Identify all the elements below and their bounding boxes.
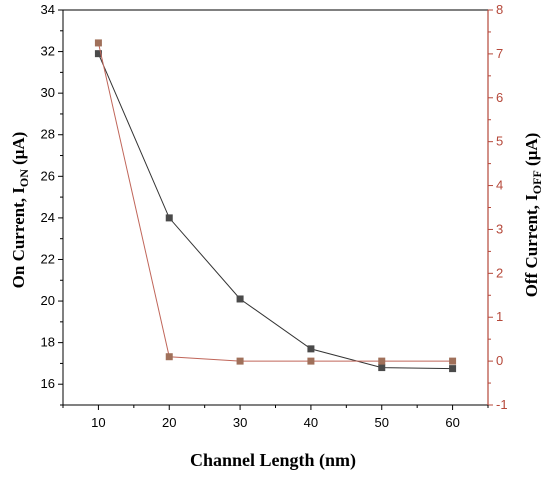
on-current-line [97,53,453,370]
x-tick-label: 20 [162,415,176,430]
x-tick-label: 40 [304,415,318,430]
right-y-tick-label: 6 [496,90,503,105]
left-y-tick-label: 20 [41,293,55,308]
left-y-tick-label: 34 [41,2,55,17]
x-tick-label: 60 [445,415,459,430]
left-y-axis-title-main: On Current, I [9,187,28,289]
off-current-point [236,357,244,365]
off-current-point [378,357,386,365]
left-y-axis-title-sub: ON [17,169,31,187]
left-y-tick-label: 22 [41,251,55,266]
right-y-axis-title-sub: OFF [530,170,544,194]
right-y-axis-title: Off Current, IOFF (μA) [522,133,544,298]
plot-frame [62,9,489,406]
right-y-tick-label: 5 [496,134,503,149]
left-y-tick-label: 32 [41,44,55,59]
right-y-tick-label: 0 [496,353,503,368]
right-y-axis-title-unit: (μA) [522,133,541,171]
off-current-point [94,39,102,47]
right-y-tick-label: 1 [496,309,503,324]
on-current-point [307,345,315,353]
off-current-point [449,357,457,365]
off-current-line [97,42,453,362]
x-tick-label: 50 [375,415,389,430]
left-y-tick-label: 28 [41,127,55,142]
x-tick-label: 30 [233,415,247,430]
right-y-tick-label: -1 [496,397,508,412]
x-axis-title: Channel Length (nm) [190,450,356,471]
right-y-tick-label: 2 [496,265,503,280]
left-y-axis-title: On Current, ION (μA) [9,132,31,289]
left-y-tick-label: 16 [41,376,55,391]
on-current-point [236,295,244,303]
x-tick-label: 10 [91,415,105,430]
on-current-point [378,364,386,372]
right-y-tick-label: 8 [496,2,503,17]
left-y-tick-label: 30 [41,85,55,100]
right-y-tick-label: 3 [496,221,503,236]
series-layer [94,39,457,373]
on-current-point [165,214,173,222]
left-y-axis: 16 18 20 22 24 26 28 30 32 34 [41,2,63,406]
x-axis: 10 20 30 40 50 60 [62,405,489,430]
left-y-axis-title-unit: (μA) [9,132,28,170]
right-y-axis-title-main: Off Current, I [522,194,541,297]
off-current-point [165,353,173,361]
on-current-point [449,365,457,373]
left-y-tick-label: 26 [41,168,55,183]
off-current-point [307,357,315,365]
left-y-tick-label: 24 [41,210,55,225]
right-y-axis: -1 0 1 2 3 4 5 6 7 8 [488,2,508,412]
on-current-point [94,50,102,58]
right-y-tick-label: 7 [496,46,503,61]
left-y-tick-label: 18 [41,335,55,350]
right-y-tick-label: 4 [496,178,503,193]
